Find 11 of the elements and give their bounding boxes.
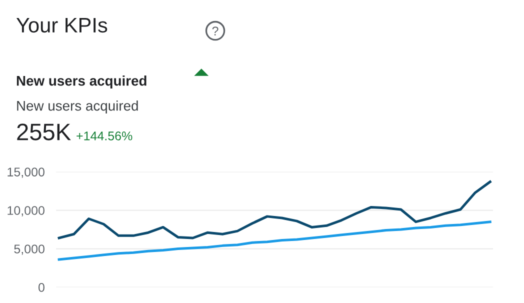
line-series — [58, 220, 492, 261]
chart-title: Your KPIs — [16, 18, 108, 33]
y-tick-label: 15,000 — [8, 168, 44, 178]
y-tick-label: 10,000 — [8, 206, 44, 216]
text: New users acquired — [17, 100, 138, 114]
text: New users acquired — [16, 76, 146, 88]
line-series — [58, 180, 492, 240]
y-tick-label: 0 — [38, 283, 44, 292]
y-tick-label: 5,000 — [14, 244, 44, 255]
text: +144.56% — [76, 132, 132, 140]
text: 255K — [17, 124, 71, 140]
